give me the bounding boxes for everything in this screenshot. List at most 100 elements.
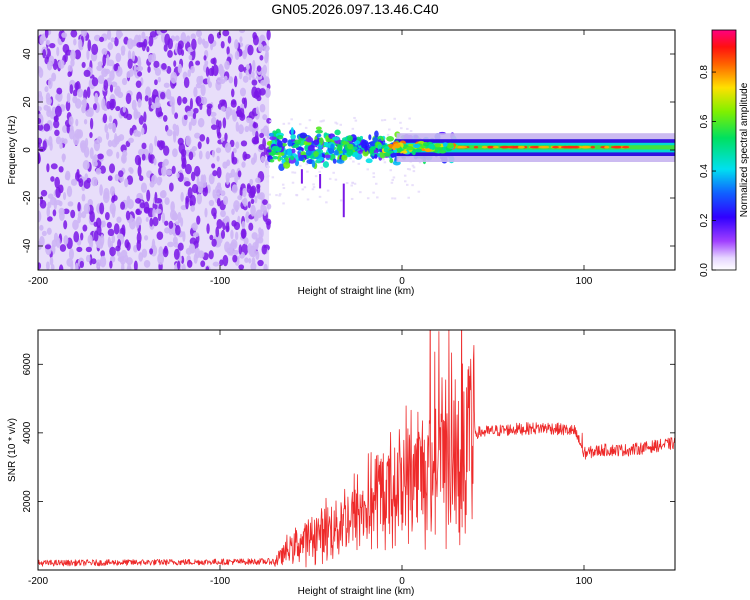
noise-blob [255,250,260,261]
faint-noise [350,197,354,200]
noise-blob [56,87,63,95]
noise-blob [94,92,99,104]
turbulent-blob [374,130,379,138]
turbulent-blob [269,159,275,163]
noise-blob [103,187,110,200]
noise-blob [96,65,103,72]
noise-blob [48,55,55,66]
faint-noise [269,120,272,123]
noise-blob [61,32,68,38]
noise-blob [94,161,98,167]
noise-blob [197,36,203,45]
spectrogram-x-tick-label: -100 [210,276,230,287]
noise-blob [190,171,196,182]
noise-blob [174,35,180,42]
faint-noise [408,168,412,171]
noise-blob [80,232,84,241]
faint-noise [326,189,330,192]
noise-blob [115,52,122,63]
noise-blob [250,157,256,165]
noise-blob [127,199,134,210]
noise-blob [157,252,165,265]
noise-blob [163,44,168,52]
colorbar-label: Normalized spectral amplitude [739,82,750,217]
noise-blob [167,49,173,58]
turbulent-blob [311,159,316,168]
noise-blob [111,98,116,109]
noise-blob [129,167,134,174]
noise-blob [256,95,262,102]
noise-blob [231,156,238,165]
noise-blob [136,65,144,72]
band-turbulent-blob [442,142,448,147]
turbulent-blob [315,129,323,134]
noise-blob [107,42,114,50]
noise-blob [231,208,235,215]
noise-blob [96,136,103,144]
noise-blob [255,177,261,184]
noise-blob [97,75,105,85]
noise-blob [199,104,203,110]
turbulent-blob [269,136,277,141]
noise-blob [64,173,69,181]
noise-blob [211,65,215,77]
noise-blob [92,103,97,111]
turbulent-blob [389,158,394,164]
band-peak [456,145,463,149]
faint-noise [295,193,298,196]
noise-blob [191,38,197,51]
noise-blob [225,172,230,183]
noise-blob [141,142,147,150]
faint-noise [306,170,309,173]
noise-blob [173,241,179,248]
noise-blob [232,254,238,263]
band-peak [552,145,559,149]
snr-panel: -200 -100 0 100 2000 4000 6000 Height of strai… [7,329,676,597]
noise-blob [266,117,272,124]
noise-blob [259,55,264,61]
turbulent-blob [278,152,285,156]
noise-blob [86,86,91,99]
noise-blob [82,224,88,232]
noise-blob [47,77,53,89]
noise-blob [104,211,110,221]
noise-blob [219,259,224,266]
noise-blob [58,166,64,173]
noise-blob [54,176,60,189]
noise-blob [174,112,179,119]
turbulent-blob [332,158,337,164]
noise-blob [116,151,120,159]
noise-blob [241,220,246,229]
faint-noise [411,184,414,187]
noise-blob [230,100,237,108]
turbulent-blob [331,136,340,141]
colorbar-tick-label: 0.8 [699,65,710,79]
noise-blob [126,113,133,121]
noise-blob [192,232,200,238]
noise-blob [49,196,57,206]
noise-blob [241,161,246,168]
colorbar-tick-label: 0.6 [699,114,710,128]
noise-blob [99,255,107,268]
turbulent-blob [313,151,319,158]
noise-blob [195,60,201,66]
faint-noise [417,190,421,193]
noise-blob [63,220,68,230]
band-turbulent-blob [434,143,442,148]
noise-blob [218,63,223,72]
noise-blob [70,209,76,219]
snr-y-tick-label: 6000 [22,353,33,376]
noise-blob [133,64,137,76]
turbulent-blob [285,157,290,163]
noise-blob [234,204,239,213]
noise-blob [114,133,118,145]
noise-blob [195,30,203,38]
noise-blob [251,257,256,265]
faint-noise [406,127,409,130]
noise-blob [42,140,47,151]
noise-blob [96,153,104,160]
noise-blob [118,170,124,178]
noise-blob [49,256,54,266]
noise-blob [46,206,51,218]
noise-blob [209,111,217,117]
